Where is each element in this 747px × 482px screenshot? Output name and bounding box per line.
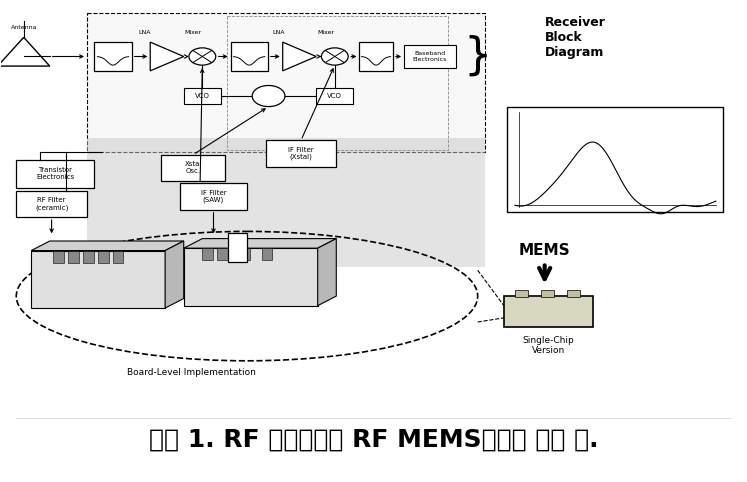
Circle shape bbox=[189, 48, 216, 65]
Text: RF Filter
(ceramic): RF Filter (ceramic) bbox=[35, 197, 68, 211]
Bar bbox=[87, 13, 485, 152]
Text: LNA: LNA bbox=[273, 30, 285, 35]
Bar bbox=[87, 138, 485, 268]
Bar bbox=[217, 248, 228, 260]
Bar bbox=[503, 296, 593, 327]
Bar bbox=[404, 44, 456, 68]
Text: Baseband
Electronics: Baseband Electronics bbox=[413, 51, 447, 62]
Text: }: } bbox=[464, 35, 492, 78]
Bar bbox=[229, 233, 247, 262]
Text: LNA: LNA bbox=[138, 30, 151, 35]
Text: Xstal
Osc.: Xstal Osc. bbox=[185, 161, 202, 174]
Polygon shape bbox=[184, 239, 336, 248]
Text: Mixer: Mixer bbox=[185, 30, 202, 35]
Text: Mixer: Mixer bbox=[317, 30, 334, 35]
Text: MEMS: MEMS bbox=[519, 243, 571, 258]
Polygon shape bbox=[317, 239, 336, 306]
Bar bbox=[266, 140, 336, 167]
Bar bbox=[507, 107, 723, 212]
Text: IF Filter
(Xstal): IF Filter (Xstal) bbox=[288, 147, 314, 161]
Bar bbox=[359, 42, 393, 71]
Text: IF Filter
(SAW): IF Filter (SAW) bbox=[201, 190, 226, 203]
Text: Transistor
Electronics: Transistor Electronics bbox=[36, 167, 75, 180]
Bar bbox=[262, 248, 273, 260]
Text: Receiver
Block
Diagram: Receiver Block Diagram bbox=[545, 16, 606, 59]
Bar bbox=[202, 248, 213, 260]
Text: 그림 1. RF 송수신기에 RF MEMS기술의 적용 예.: 그림 1. RF 송수신기에 RF MEMS기술의 적용 예. bbox=[149, 428, 598, 452]
Bar bbox=[227, 16, 448, 150]
Bar bbox=[184, 88, 221, 105]
Polygon shape bbox=[165, 241, 184, 308]
Circle shape bbox=[252, 85, 285, 107]
Bar bbox=[98, 251, 108, 263]
Polygon shape bbox=[31, 251, 165, 308]
Bar bbox=[94, 42, 131, 71]
Bar bbox=[231, 42, 268, 71]
Bar bbox=[515, 290, 528, 297]
Polygon shape bbox=[282, 42, 316, 71]
Text: Antenna: Antenna bbox=[10, 26, 37, 30]
Bar bbox=[83, 251, 93, 263]
Text: VCO: VCO bbox=[195, 93, 210, 99]
Bar bbox=[316, 88, 353, 105]
Bar bbox=[240, 248, 250, 260]
Bar bbox=[567, 290, 580, 297]
Bar bbox=[16, 191, 87, 217]
Text: Board-Level Implementation: Board-Level Implementation bbox=[127, 368, 256, 377]
Bar bbox=[69, 251, 78, 263]
Bar bbox=[541, 290, 554, 297]
Bar bbox=[16, 160, 94, 188]
Polygon shape bbox=[31, 241, 184, 251]
Polygon shape bbox=[150, 42, 184, 71]
Bar bbox=[113, 251, 123, 263]
Bar bbox=[54, 251, 64, 263]
Text: VCO: VCO bbox=[327, 93, 342, 99]
Polygon shape bbox=[184, 248, 317, 306]
Text: Single-Chip
Version: Single-Chip Version bbox=[522, 336, 574, 355]
Bar bbox=[180, 184, 247, 210]
Bar bbox=[161, 155, 225, 181]
Circle shape bbox=[321, 48, 348, 65]
